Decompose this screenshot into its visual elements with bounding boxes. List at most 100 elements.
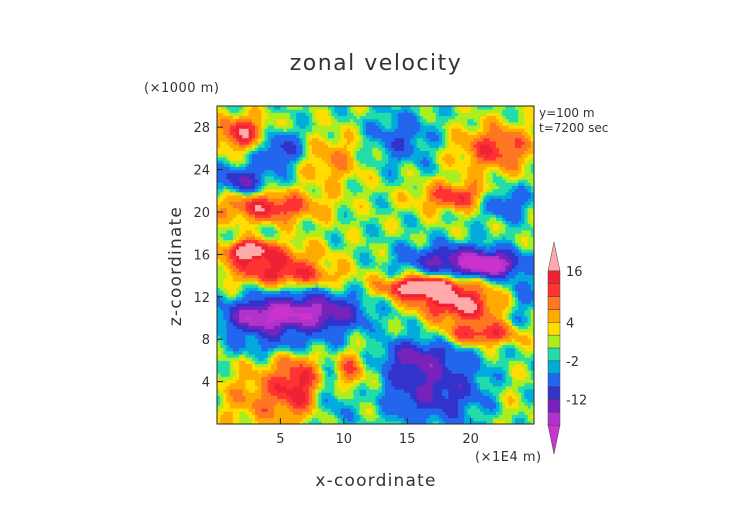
field-cell <box>315 334 319 339</box>
field-cell <box>334 404 338 409</box>
field-cell <box>331 242 335 247</box>
field-cell <box>255 287 259 291</box>
field-cell <box>258 347 262 352</box>
field-cell <box>274 223 278 228</box>
field-cell <box>277 191 281 196</box>
field-cell <box>324 201 329 206</box>
field-cell <box>289 274 294 279</box>
field-cell <box>270 325 275 330</box>
field-cell <box>270 191 275 196</box>
field-cell <box>324 236 329 241</box>
field-cell <box>220 350 224 355</box>
field-cell <box>232 385 237 390</box>
field-cell <box>226 230 231 234</box>
field-cell <box>220 134 224 139</box>
field-cell <box>365 204 370 209</box>
field-cell <box>362 401 367 406</box>
field-cell <box>340 341 345 345</box>
field-cell <box>277 128 281 132</box>
field-cell <box>362 328 367 333</box>
field-cell <box>308 312 313 317</box>
field-cell <box>239 354 243 358</box>
field-cell <box>283 315 288 320</box>
field-cell <box>242 290 247 295</box>
field-cell <box>302 249 307 253</box>
field-cell <box>236 408 240 412</box>
field-cell <box>220 315 224 320</box>
field-cell <box>217 268 221 272</box>
field-cell <box>293 354 297 358</box>
field-cell <box>261 284 266 288</box>
field-cell <box>324 198 329 202</box>
field-cell <box>264 373 269 377</box>
field-cell <box>280 242 285 247</box>
field-cell <box>315 207 319 212</box>
field-cell <box>346 198 351 202</box>
field-cell <box>267 109 272 113</box>
field-cell <box>258 411 262 415</box>
field-cell <box>280 315 285 320</box>
field-cell <box>318 369 323 374</box>
field-cell <box>365 137 370 142</box>
field-cell <box>308 198 313 202</box>
field-cell <box>302 401 307 406</box>
field-cell <box>359 134 364 139</box>
field-cell <box>353 341 357 345</box>
field-cell <box>369 322 373 326</box>
field-cell <box>318 131 323 136</box>
field-cell <box>251 338 256 342</box>
field-cell <box>245 144 250 148</box>
field-cell <box>277 207 281 212</box>
field-cell <box>270 420 275 424</box>
field-cell <box>308 245 313 250</box>
field-cell <box>324 182 329 186</box>
field-cell <box>331 182 335 186</box>
field-cell <box>270 385 275 390</box>
field-cell <box>274 373 278 377</box>
field-cell <box>365 350 370 355</box>
field-cell <box>283 179 288 183</box>
field-cell <box>334 125 338 129</box>
field-cell <box>353 172 357 177</box>
field-cell <box>229 182 234 186</box>
field-cell <box>302 198 307 202</box>
field-cell <box>359 306 364 311</box>
field-cell <box>217 280 221 285</box>
field-cell <box>289 160 294 164</box>
field-cell <box>277 328 281 333</box>
field-cell <box>365 338 370 342</box>
field-cell <box>289 341 294 345</box>
field-cell <box>302 201 307 206</box>
field-cell <box>318 303 323 307</box>
field-cell <box>343 239 348 244</box>
field-cell <box>318 128 323 132</box>
field-cell <box>324 331 329 336</box>
field-cell <box>236 245 240 250</box>
field-cell <box>220 112 224 117</box>
field-cell <box>242 185 247 190</box>
field-cell <box>220 398 224 403</box>
field-cell <box>365 309 370 314</box>
field-cell <box>324 109 329 113</box>
field-cell <box>318 363 323 368</box>
field-cell <box>223 315 228 320</box>
field-cell <box>337 417 342 422</box>
field-cell <box>356 271 361 276</box>
field-cell <box>315 265 319 269</box>
field-cell <box>283 172 288 177</box>
field-cell <box>331 395 335 400</box>
field-cell <box>334 134 338 139</box>
field-cell <box>350 245 354 250</box>
field-cell <box>369 217 373 221</box>
field-cell <box>264 160 269 164</box>
field-cell <box>229 239 234 244</box>
field-cell <box>293 366 297 371</box>
field-cell <box>312 112 316 117</box>
field-cell <box>255 201 259 206</box>
field-cell <box>289 137 294 142</box>
field-cell <box>296 226 300 231</box>
field-cell <box>283 331 288 336</box>
field-cell <box>277 223 281 228</box>
field-cell <box>331 252 335 256</box>
field-cell <box>321 338 326 342</box>
